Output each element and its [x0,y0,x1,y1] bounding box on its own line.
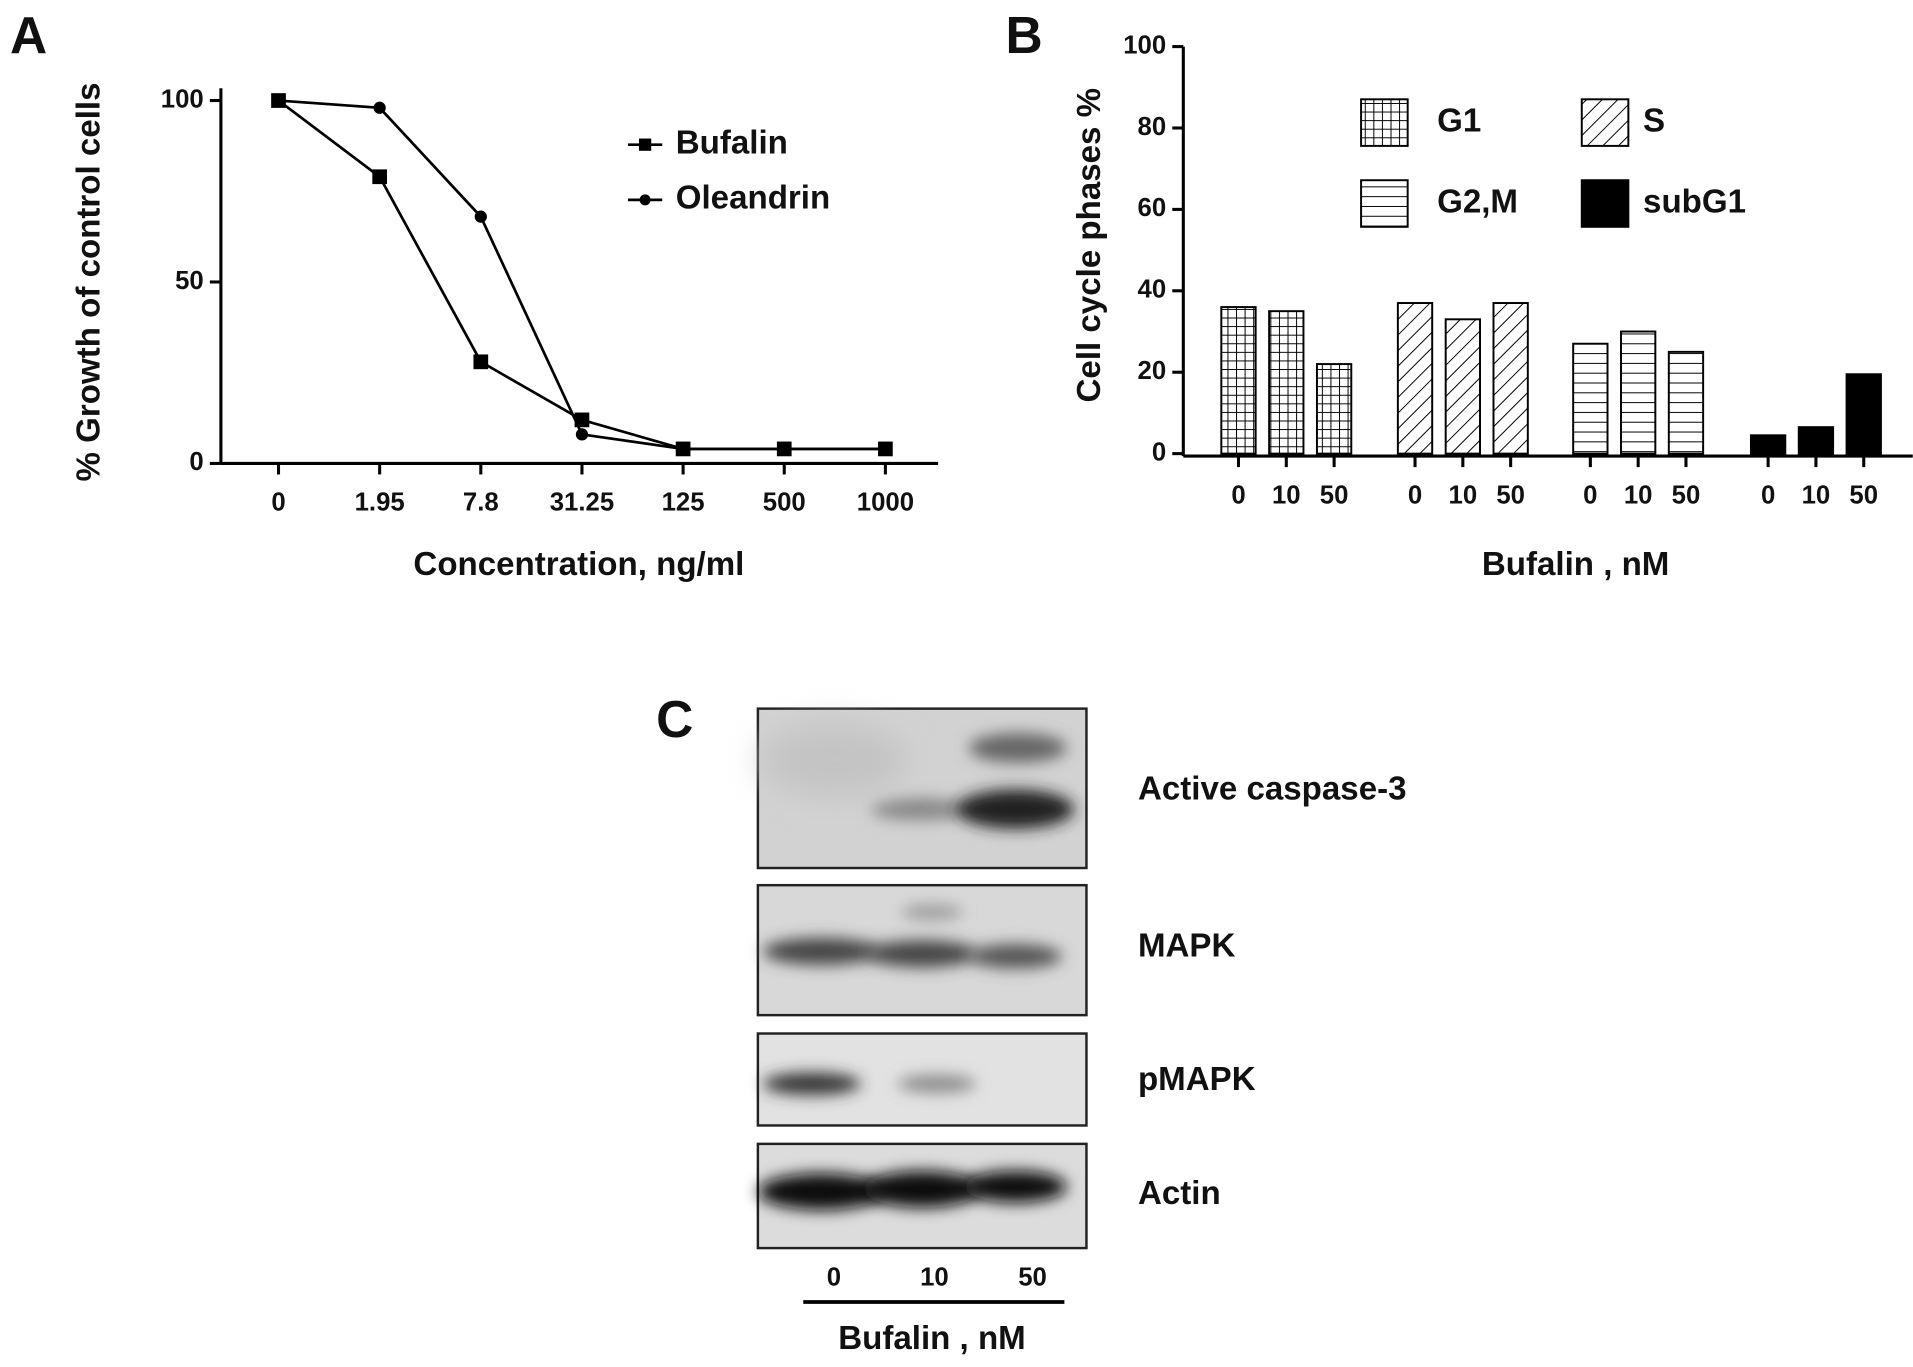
legend-marker [639,194,651,206]
band-label: MAPK [1138,927,1236,964]
blot-images [756,707,1088,1250]
bar [1797,426,1835,455]
y-tick-label: 100 [1123,31,1166,59]
legend-swatch [1360,98,1409,147]
y-tick-label: 40 [1138,276,1167,304]
legend-label: subG1 [1643,183,1746,220]
legend-swatch [1360,179,1409,228]
y-tick-label: 60 [1138,194,1167,222]
x-tick-label: 50 [1496,481,1525,509]
legend-label: Bufalin [676,124,788,161]
bar [1492,302,1529,455]
x-tick-label: 50 [1849,481,1878,509]
band-label: pMAPK [1138,1061,1256,1098]
y-tick-label: 0 [189,448,203,476]
marker [778,442,791,456]
x-tick-label: 125 [662,489,705,517]
bar [1268,310,1305,455]
x-tick-label: 50 [1672,481,1701,509]
x-tick-label: 0 [1231,481,1245,509]
marker [372,169,388,185]
bar [1220,306,1257,455]
legend-swatch [1580,179,1630,228]
y-tick-label: 0 [1152,438,1166,466]
legend-marker [638,138,652,151]
x-tick-label: 10 [1449,481,1478,509]
bar [1845,373,1882,455]
y-tick-label: 20 [1138,357,1167,385]
y-tick-label: 80 [1138,113,1167,141]
legend-label: G2,M [1437,183,1518,220]
lane-label: 50 [1018,1264,1047,1292]
band-label: Actin [1138,1175,1221,1212]
x-tick-label: 50 [1320,481,1349,509]
y-axis-label: % Growth of control cells [71,82,108,481]
x-axis-label: Concentration, ng/ml [413,546,744,583]
legend-swatch [1580,98,1630,147]
marker [676,442,690,456]
lane-label: 10 [920,1264,949,1292]
marker [473,354,489,370]
band-label: Active caspase-3 [1138,771,1407,808]
panel-letter: A [10,6,47,64]
bar [1620,330,1657,455]
x-tick-label: 0 [1761,481,1775,509]
series-line [277,99,886,451]
legend-label: G1 [1437,102,1481,139]
blot-xlabel: Bufalin , nM [838,1320,1026,1357]
x-tick-label: 0 [271,489,285,517]
bar [1444,318,1481,455]
marker [272,94,285,107]
x-tick-label: 31.25 [550,489,614,517]
bar [1396,302,1434,455]
x-tick-label: 500 [763,489,806,517]
legend-label: Oleandrin [676,180,830,217]
panel-letter: B [1006,6,1043,64]
marker [575,428,589,441]
y-axis-label: Cell cycle phases % [1071,88,1108,403]
y-tick-label: 100 [161,85,204,113]
series-line [278,99,886,451]
x-tick-label: 0 [1408,481,1422,509]
marker [474,210,487,223]
lane-label: 0 [827,1264,841,1292]
marker [879,442,892,456]
marker [373,101,386,114]
x-tick-label: 0 [1583,481,1597,509]
x-tick-label: 1000 [857,489,914,517]
x-tick-label: 10 [1272,481,1301,509]
x-tick-label: 10 [1802,481,1831,509]
bar [1749,434,1787,455]
x-axis-label: Bufalin , nM [1482,546,1670,583]
bar [1572,342,1609,455]
x-tick-label: 10 [1624,481,1653,509]
x-tick-label: 7.8 [463,489,499,517]
x-tick-label: 1.95 [355,489,405,517]
bar [1667,350,1705,455]
y-tick-label: 50 [175,267,204,295]
legend-label: S [1643,102,1665,139]
panel-letter: C [656,690,693,748]
bar [1315,363,1353,455]
